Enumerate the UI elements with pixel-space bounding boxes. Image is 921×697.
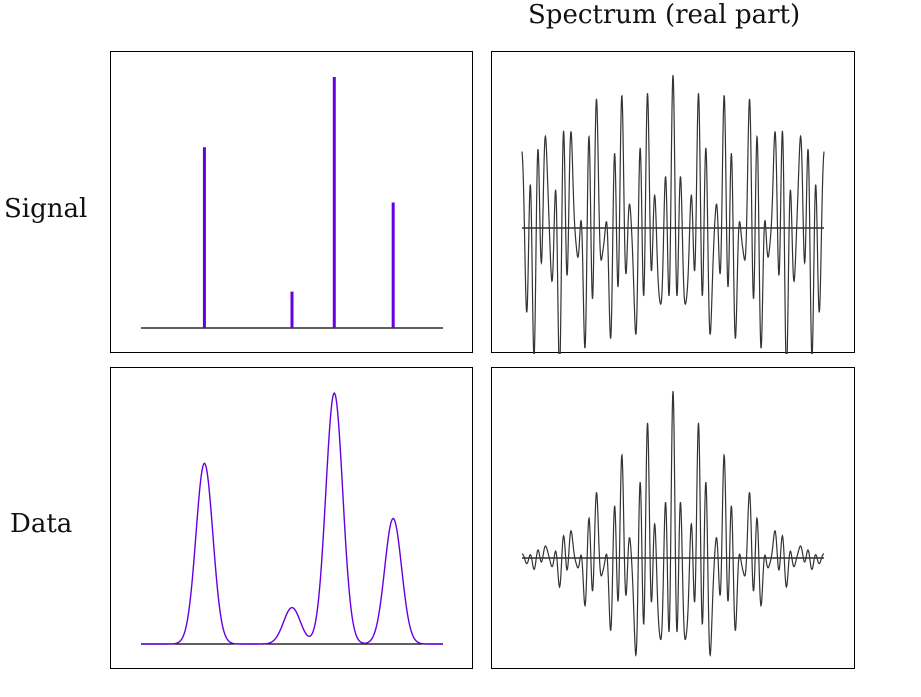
spectrum-data-curve bbox=[521, 390, 825, 657]
row-label-data: Data bbox=[10, 509, 73, 539]
spectrum-data-panel bbox=[491, 367, 855, 669]
spectrum-signal-plot bbox=[521, 74, 825, 354]
spectrum-signal-panel bbox=[491, 51, 855, 354]
data-panel bbox=[110, 367, 473, 669]
spectrum-data-plot bbox=[521, 390, 825, 657]
spectrum-signal-curve bbox=[521, 74, 825, 354]
signal-plot bbox=[141, 77, 443, 329]
signal-panel bbox=[110, 51, 473, 353]
row-label-signal: Signal bbox=[4, 194, 88, 224]
data-curve bbox=[141, 391, 443, 645]
column-title: Spectrum (real part) bbox=[528, 0, 801, 30]
data-plot bbox=[141, 391, 443, 645]
